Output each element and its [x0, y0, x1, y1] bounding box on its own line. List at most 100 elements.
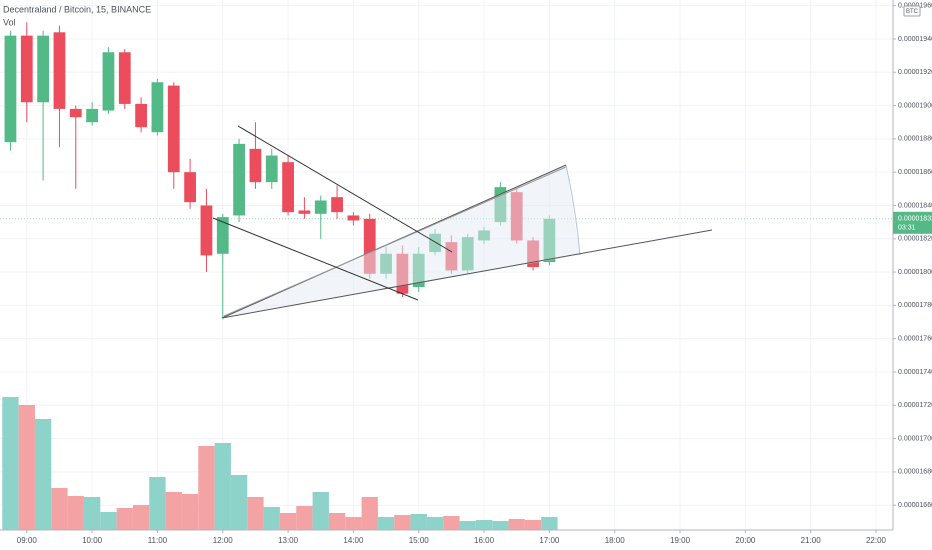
candle-body [167, 85, 180, 173]
wedge-fill [222, 165, 580, 318]
volume-bar [116, 508, 133, 530]
volume-bar [198, 446, 215, 530]
x-tick-label: 12:00 [213, 536, 234, 545]
candle-body [265, 155, 278, 183]
y-tick-label: 0.00001940 [898, 36, 932, 43]
currency-badge [903, 5, 921, 17]
y-tick-label: 0.00001680 [898, 469, 932, 476]
candle-body [298, 210, 311, 214]
volume-bar [83, 497, 101, 530]
volume-bar [279, 513, 297, 530]
volume-bar [296, 506, 313, 530]
y-tick-label: 0.00001900 [898, 102, 932, 109]
volume-bar [475, 520, 493, 530]
volume-bar [492, 521, 509, 530]
candle-body [102, 52, 115, 111]
volume-bar [410, 514, 427, 530]
x-tick-label: 13:00 [278, 536, 299, 545]
x-tick-label: 22:00 [866, 536, 887, 545]
volume-bar [181, 494, 199, 530]
candle-body [363, 218, 376, 274]
x-tick-label: 19:00 [670, 536, 691, 545]
last-price-label: 0.00001832 [898, 216, 932, 223]
volume-bar [541, 517, 558, 530]
x-tick-label: 16:00 [474, 536, 495, 545]
trend-line [237, 125, 453, 253]
candle-body [282, 162, 294, 213]
y-tick-label: 0.00001700 [898, 435, 932, 442]
y-tick-label: 0.00001880 [898, 136, 932, 143]
y-tick-label: 0.00001840 [898, 202, 932, 209]
volume-bar [443, 516, 460, 530]
y-tick-label: 0.00001780 [898, 302, 932, 309]
volume-bar [67, 496, 84, 530]
volume-bar [149, 477, 166, 530]
volume-bar [361, 497, 378, 530]
candle-body [314, 200, 327, 214]
volume-bar [345, 517, 362, 530]
x-tick-label: 20:00 [735, 536, 756, 545]
countdown: 03:31 [898, 225, 916, 232]
candle-body [118, 52, 131, 104]
x-tick-label: 17:00 [539, 536, 560, 545]
y-tick-label: 0.00001720 [898, 402, 932, 409]
volume-bar [377, 517, 395, 530]
candle-body [53, 32, 66, 109]
y-tick-label: 0.00001800 [898, 269, 932, 276]
volume-bar [328, 513, 346, 530]
trend-line [212, 217, 419, 301]
volume-bar [34, 419, 52, 530]
volume-bar [2, 397, 19, 530]
candle-body [4, 35, 17, 143]
drawings [212, 125, 713, 319]
volume-bar [312, 492, 329, 530]
x-tick-label: 11:00 [148, 536, 168, 545]
chart-title: Decentraland / Bitcoin, 15, BINANCE [3, 4, 151, 14]
volume-bar [230, 475, 248, 530]
y-tick-label: 0.00001860 [898, 169, 932, 176]
candle-body [233, 143, 245, 216]
y-tick-label: 0.00001660 [898, 502, 932, 509]
volume-bar [394, 515, 411, 530]
volume-bar [165, 492, 182, 530]
last-price-box [893, 211, 932, 234]
trend-line [223, 166, 567, 317]
wedge-arc [565, 164, 581, 256]
y-tick-label: 0.00001740 [898, 369, 932, 376]
volume-label: Vol [3, 17, 16, 27]
volume-pane [2, 397, 558, 530]
candle-body [249, 148, 262, 183]
candle-body [151, 82, 164, 133]
candle-body [135, 103, 147, 128]
y-tick-label: 0.00001820 [898, 236, 932, 243]
y-tick-label: 0.00001760 [898, 336, 932, 343]
volume-bar [132, 505, 150, 530]
volume-bar [426, 517, 444, 530]
trend-line [221, 229, 713, 319]
candle-body [200, 205, 213, 256]
candle-body [69, 108, 82, 118]
candle-body [184, 172, 196, 203]
volume-bar [508, 519, 525, 530]
price-axis-bg [893, 0, 932, 550]
y-tick-label: 0.00001920 [898, 69, 932, 76]
x-tick-label: 15:00 [409, 536, 430, 545]
volume-bar [459, 521, 476, 530]
currency-badge-text: BTC [906, 9, 919, 15]
x-tick-label: 21:00 [801, 536, 822, 545]
volume-bar [263, 507, 280, 530]
volume-bar [247, 497, 264, 530]
candle-body [216, 217, 229, 254]
volume-bar [524, 520, 542, 530]
volume-bar [51, 488, 68, 530]
candle-body [86, 108, 98, 123]
candle-body [331, 197, 343, 213]
volume-bar [18, 405, 35, 530]
candle-body [347, 215, 360, 221]
x-tick-label: 18:00 [605, 536, 626, 545]
x-tick-label: 10:00 [82, 536, 103, 545]
x-tick-label: 14:00 [343, 536, 364, 545]
volume-bar [214, 443, 231, 530]
